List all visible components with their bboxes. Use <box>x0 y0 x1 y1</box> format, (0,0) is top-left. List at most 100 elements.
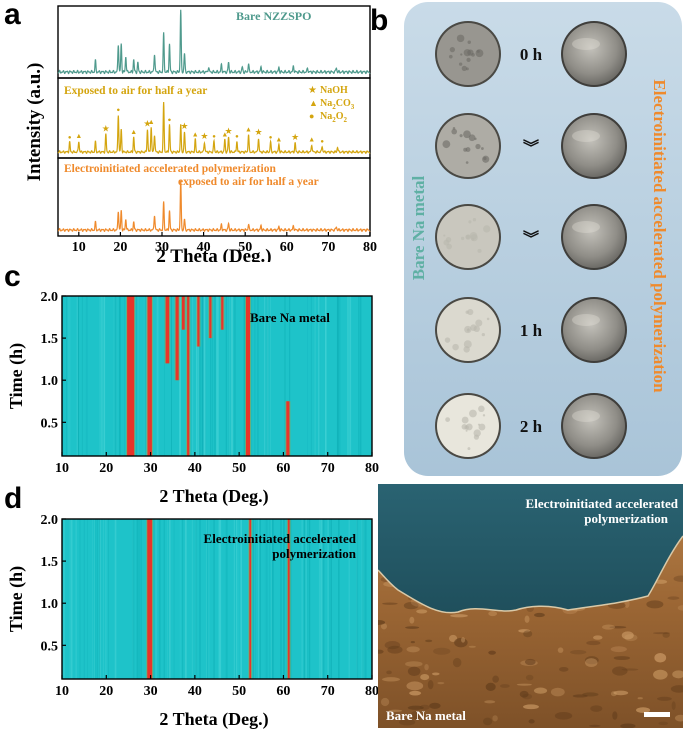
sem-grain <box>399 718 416 726</box>
heatmap-x-tick-label: 50 <box>232 461 246 476</box>
heatmap-texture-streak <box>77 296 79 456</box>
heatmap-texture-streak <box>76 296 78 456</box>
heatmap-texture-streak <box>182 519 184 679</box>
disc-bare-spot <box>463 340 472 349</box>
disc-bare-spot <box>461 65 467 72</box>
heatmap-texture-streak <box>210 296 212 456</box>
heatmap-texture-streak <box>289 296 291 456</box>
heatmap-texture-streak <box>318 296 320 456</box>
heatmap-texture-streak <box>361 519 364 679</box>
xrd-marker-triangle: ▲ <box>221 131 228 139</box>
heatmap-texture-streak <box>363 519 364 679</box>
heatmap-texture-streak <box>85 296 88 456</box>
heatmap-x-tick-label: 60 <box>276 684 290 699</box>
heatmap-texture-streak <box>364 519 367 679</box>
heatmap-x-tick-label: 30 <box>144 684 158 699</box>
heatmap-y-tick-label: 1.0 <box>41 374 59 389</box>
disc-bare-spot <box>466 57 471 63</box>
sem-grain <box>516 683 532 686</box>
sem-grain <box>674 714 683 722</box>
heatmap-texture-streak <box>265 519 268 679</box>
xrd-marker-triangle: ▲ <box>245 126 252 134</box>
heatmap-texture-streak <box>225 519 228 679</box>
heatmap-texture-streak <box>169 519 171 679</box>
sem-grain <box>609 626 627 629</box>
heatmap-texture-streak <box>243 296 246 456</box>
sem-grain <box>584 656 599 665</box>
sem-grain <box>524 658 536 666</box>
sem-grain <box>433 647 451 655</box>
heatmap-texture-streak <box>184 519 187 679</box>
time-label: 2 h <box>520 417 543 436</box>
sem-grain <box>524 615 530 623</box>
heatmap-texture-streak <box>140 519 142 679</box>
heatmap-peak-band <box>286 401 290 456</box>
xrd-marker-star: ★ <box>200 131 208 141</box>
heatmap-texture-streak <box>143 296 145 456</box>
sem-grain <box>550 687 565 697</box>
heatmap-texture-streak <box>266 296 267 456</box>
heatmap-texture-streak <box>240 519 243 679</box>
heatmap-c-title: Bare Na metal <box>250 310 330 325</box>
heatmap-texture-streak <box>330 519 332 679</box>
heatmap-x-tick-label: 60 <box>276 461 290 476</box>
sem-grain <box>670 685 683 693</box>
heatmap-x-tick-label: 80 <box>365 461 379 476</box>
xrd-x-tick-label: 60 <box>280 240 294 255</box>
heatmap-texture-streak <box>69 519 71 679</box>
disc-bare-spot <box>461 424 468 430</box>
heatmap-texture-streak <box>185 519 187 679</box>
heatmap-texture-streak <box>155 519 157 679</box>
sem-grain <box>424 663 429 671</box>
heatmap-texture-streak <box>339 296 341 456</box>
disc-bare-spot <box>483 225 491 233</box>
legend-marker-star-icon: ★ <box>308 85 317 96</box>
heatmap-texture-streak <box>144 296 147 456</box>
disc-poly-na <box>563 23 625 85</box>
sem-grain <box>450 614 468 618</box>
xrd-chart: ★ ★ ★★ ★ ★ ★▲ ▲▲▲ ▲▲▲ ▲●●●● ● ●● 10 20 30 40 50 60 70 80 … <box>24 5 377 262</box>
sem-grain <box>484 700 496 704</box>
heatmap-texture-streak <box>208 519 210 679</box>
disc-bare-spot <box>471 237 475 241</box>
heatmap-peak-band <box>221 296 224 330</box>
disc-bare-spot <box>461 416 469 424</box>
disc-bare-spot <box>475 49 484 58</box>
panel-label-c: c <box>4 260 21 293</box>
heatmap-x-tick-label: 20 <box>99 461 113 476</box>
heatmap-texture-streak <box>280 519 282 679</box>
sem-grain <box>388 709 403 712</box>
heatmap-texture-streak <box>114 519 117 679</box>
disc-bare-spot <box>465 310 469 314</box>
xrd-marker-triangle: ▲ <box>75 132 82 140</box>
sem-grain <box>485 682 496 692</box>
sem-caption-1: Electroinitiated accelerated <box>526 496 679 511</box>
sem-grain <box>406 681 424 691</box>
xrd-marker-star: ★ <box>291 132 299 142</box>
heatmap-x-tick-label: 10 <box>55 461 69 476</box>
heatmap-texture-streak <box>358 296 360 456</box>
heatmap-texture-streak <box>301 519 303 679</box>
heatmap-texture-streak <box>338 519 340 679</box>
heatmap-texture-streak <box>308 519 311 679</box>
heatmap-texture-streak <box>254 296 255 456</box>
xrd-marker-star: ★ <box>254 127 262 137</box>
disc-bare-spot <box>468 134 476 142</box>
sem-grain <box>492 675 499 683</box>
heatmap-texture-streak <box>252 519 254 679</box>
heatmap-texture-streak <box>318 519 321 679</box>
heatmap-texture-streak <box>228 296 231 456</box>
heatmap-texture-streak <box>167 519 168 679</box>
heatmap-texture-streak <box>303 519 306 679</box>
disc-bare-spot <box>481 333 485 337</box>
sem-grain <box>652 632 670 635</box>
heatmap-d-x-axis-label: 2 Theta (Deg.) <box>159 709 268 730</box>
sem-grain <box>520 659 538 667</box>
xrd-box-bottom <box>57 157 371 237</box>
heatmap-texture-streak <box>69 296 71 456</box>
heatmap-texture-streak <box>258 519 259 679</box>
sem-grain <box>653 669 668 680</box>
xrd-marker-dot: ● <box>117 108 121 114</box>
disc-bare-spot <box>465 234 470 240</box>
disc-bare-spot <box>465 147 471 153</box>
